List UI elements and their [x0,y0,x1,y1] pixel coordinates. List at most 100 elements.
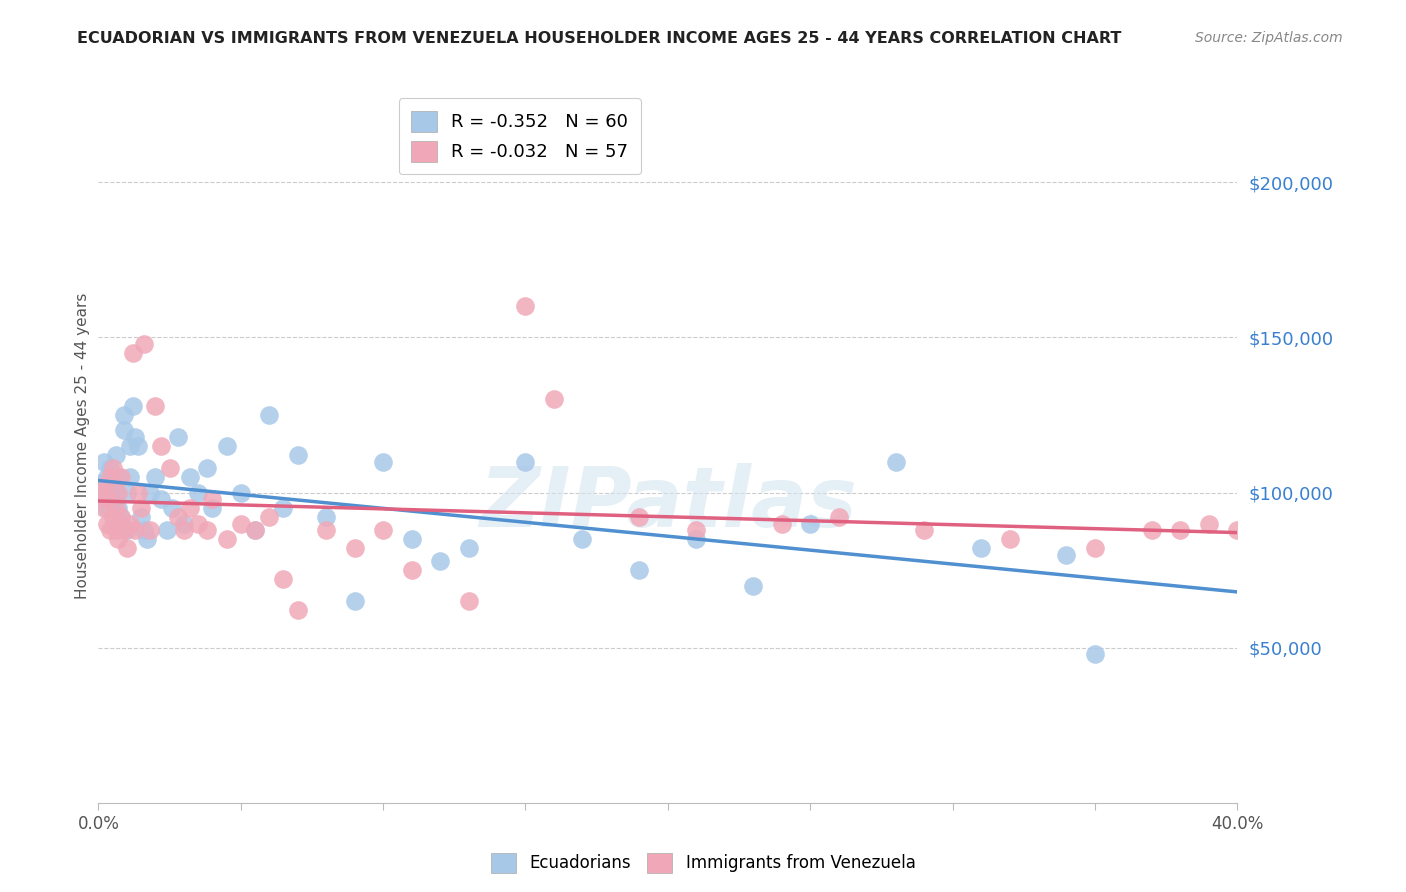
Point [98,523,121,537]
Point [96,516,118,531]
Point [98,460,121,475]
Point [401,563,423,577]
Point [195,460,218,475]
Point [1056,548,1078,562]
Point [187,485,209,500]
Point [429,554,451,568]
Point [259,510,281,524]
Point [162,501,184,516]
Y-axis label: Householder Income Ages 25 - 44 years: Householder Income Ages 25 - 44 years [75,293,90,599]
Point [107,470,129,484]
Point [201,491,224,506]
Point [1140,523,1163,537]
Point [96,491,118,506]
Legend: R = -0.352   N = 60, R = -0.032   N = 57: R = -0.352 N = 60, R = -0.032 N = 57 [399,98,641,174]
Point [96,501,118,516]
Point [543,392,565,407]
Point [101,460,124,475]
Point [104,523,127,537]
Point [515,299,537,313]
Point [243,523,266,537]
Point [107,485,129,500]
Point [742,579,765,593]
Point [93,479,115,493]
Point [93,491,115,506]
Point [179,501,201,516]
Point [1170,523,1192,537]
Point [150,439,173,453]
Point [118,439,141,453]
Point [110,510,132,524]
Legend: Ecuadorians, Immigrants from Venezuela: Ecuadorians, Immigrants from Venezuela [484,847,922,880]
Point [259,408,281,422]
Point [110,470,132,484]
Point [129,510,152,524]
Point [107,501,129,516]
Point [112,523,135,537]
Point [132,336,155,351]
Point [112,408,135,422]
Point [159,460,181,475]
Point [373,454,395,468]
Point [287,448,309,462]
Point [115,541,138,556]
Point [173,523,195,537]
Point [101,510,124,524]
Point [970,541,993,556]
Point [1198,516,1220,531]
Point [628,510,651,524]
Point [145,399,167,413]
Point [884,454,907,468]
Point [457,594,479,608]
Point [127,439,149,453]
Point [101,476,124,491]
Point [515,454,537,468]
Point [124,430,146,444]
Point [195,523,218,537]
Point [167,510,190,524]
Point [685,523,707,537]
Point [201,501,224,516]
Point [107,532,129,546]
Point [799,516,821,531]
Point [243,523,266,537]
Text: ZIPatlas: ZIPatlas [479,463,856,543]
Point [770,516,793,531]
Point [110,510,132,524]
Point [118,470,141,484]
Text: ECUADORIAN VS IMMIGRANTS FROM VENEZUELA HOUSEHOLDER INCOME AGES 25 - 44 YEARS CO: ECUADORIAN VS IMMIGRANTS FROM VENEZUELA … [77,31,1122,46]
Point [138,485,160,500]
Point [343,594,366,608]
Point [129,501,152,516]
Point [124,523,146,537]
Point [93,454,115,468]
Point [229,516,252,531]
Point [110,516,132,531]
Point [1226,523,1249,537]
Point [685,532,707,546]
Point [912,523,935,537]
Point [135,532,157,546]
Point [93,501,115,516]
Point [96,470,118,484]
Point [127,485,149,500]
Point [215,532,238,546]
Point [373,523,395,537]
Point [104,501,127,516]
Point [121,346,143,360]
Point [145,470,167,484]
Point [138,523,160,537]
Point [1084,541,1107,556]
Point [1084,647,1107,661]
Point [273,573,295,587]
Point [173,516,195,531]
Point [401,532,423,546]
Point [287,603,309,617]
Point [90,485,112,500]
Point [90,476,112,491]
Point [229,485,252,500]
Point [150,491,173,506]
Point [187,516,209,531]
Point [118,516,141,531]
Point [115,523,138,537]
